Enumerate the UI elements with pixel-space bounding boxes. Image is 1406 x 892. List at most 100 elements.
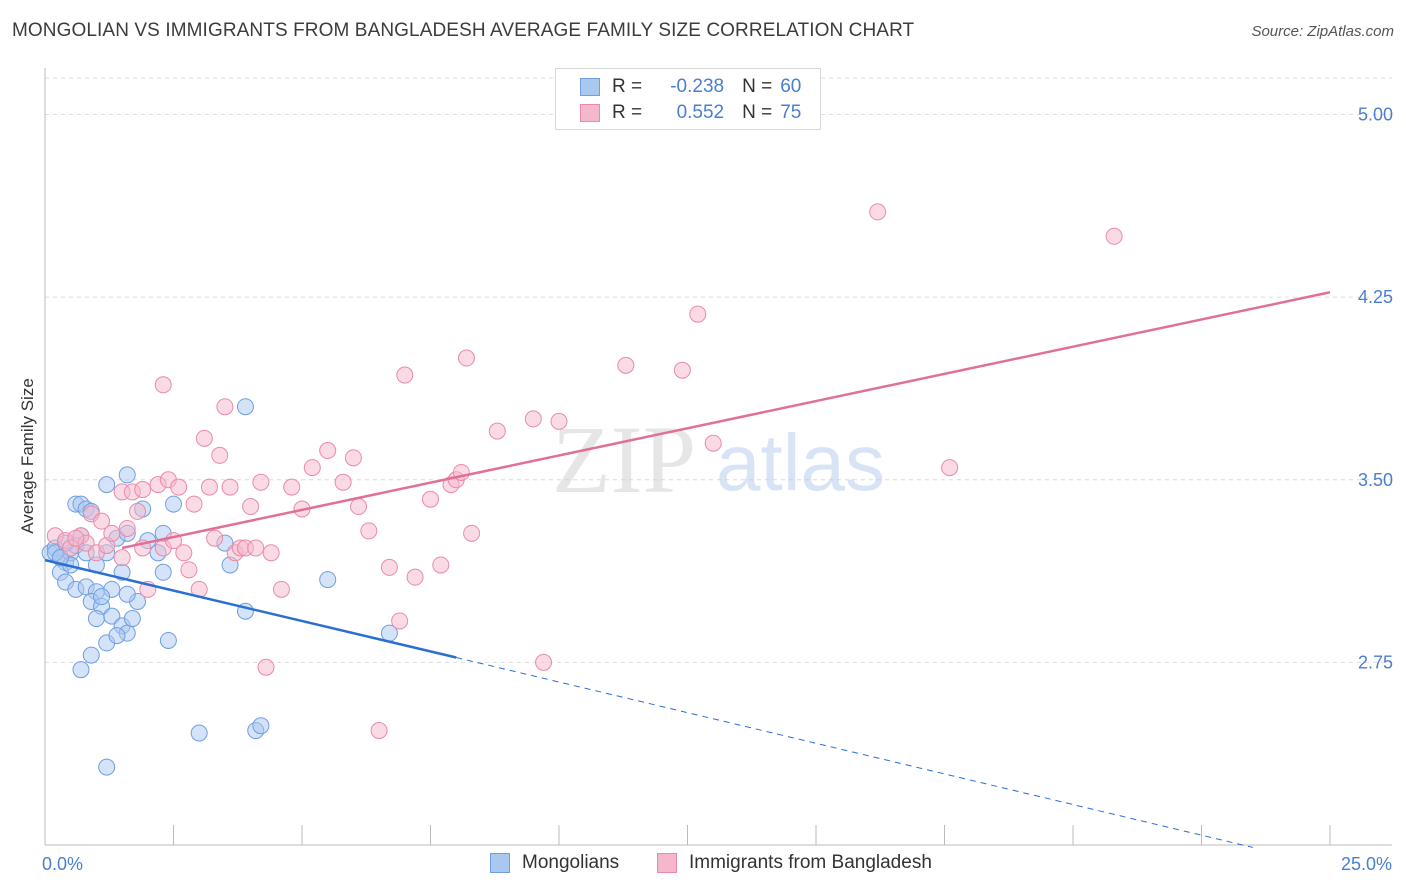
r-value: 0.552 (676, 102, 725, 123)
bangladesh-point (391, 612, 409, 630)
bangladesh-point (170, 478, 188, 496)
bangladesh-point (216, 398, 234, 416)
bangladesh-point (432, 556, 450, 574)
bangladesh-point (535, 653, 553, 671)
tick-labels: 2.75 3.50 4.25 5.00 0.0% 25.0% (42, 105, 1393, 874)
mongolian-point (236, 398, 254, 416)
bangladesh-point (272, 580, 290, 598)
bangladesh-point (257, 658, 275, 676)
n-label: N = (742, 76, 773, 97)
mongolian-point (98, 758, 116, 776)
bangladesh-point (242, 498, 260, 516)
mongolian-point (154, 563, 172, 581)
n-value: 75 (780, 102, 802, 123)
n-value: 60 (780, 76, 802, 97)
stats-legend: R = -0.238 N = 60 R = 0.552 N = 75 (555, 68, 821, 130)
bangladesh-point (463, 524, 481, 542)
bangladesh-point (1105, 227, 1123, 245)
bangladesh-point (185, 495, 203, 513)
bangladesh-point (380, 558, 398, 576)
bangladesh-swatch (580, 104, 600, 122)
y-tick-label: 2.75 (1358, 652, 1393, 672)
bangladesh-point (941, 459, 959, 477)
bangladesh-point (206, 529, 224, 547)
bangladesh-point (118, 519, 136, 537)
bangladesh-point (704, 434, 722, 452)
bangladesh-point (303, 459, 321, 477)
bangladesh-point (283, 478, 301, 496)
mongolian-point (93, 588, 111, 606)
mongolian-trend-line (44, 558, 457, 659)
bangladesh-legend-swatch (657, 853, 677, 873)
mongolian-point (252, 717, 270, 735)
bangladesh-point (869, 203, 887, 221)
mongolians-swatch (580, 78, 600, 96)
mongolian-point (98, 476, 116, 494)
legend-item-bangladesh[interactable]: Immigrants from Bangladesh (657, 852, 932, 874)
mongolians-legend-swatch (490, 853, 510, 873)
bangladesh-point (113, 549, 131, 567)
bangladesh-point (370, 722, 388, 740)
bangladesh-point (457, 349, 475, 367)
y-tick-label: 4.25 (1358, 287, 1393, 307)
bangladesh-point (360, 522, 378, 540)
series-legend: Mongolians Immigrants from Bangladesh (0, 852, 1406, 878)
bangladesh-point (524, 410, 542, 428)
mongolian-point (118, 466, 136, 484)
bangladesh-point (689, 305, 707, 323)
axes (44, 68, 1392, 846)
stats-row-mongolians: R = -0.238 N = 60 (580, 74, 801, 100)
mongolian-point (123, 610, 141, 628)
bangladesh-point (673, 361, 691, 379)
bangladesh-point (154, 376, 172, 394)
mongolian-point (82, 646, 100, 664)
bangladesh-point (93, 512, 111, 530)
bangladesh-point (488, 422, 506, 440)
data-points (41, 203, 1123, 776)
bangladesh-point (67, 529, 85, 547)
bangladesh-point (211, 446, 229, 464)
bangladesh-point (262, 544, 280, 562)
bangladesh-point (252, 473, 270, 491)
stats-row-bangladesh: R = 0.552 N = 75 (580, 100, 801, 126)
watermark: ZIP atlas (552, 406, 885, 513)
bangladesh-point (103, 524, 121, 542)
legend-item-mongolians[interactable]: Mongolians (490, 852, 619, 874)
bangladesh-point (334, 473, 352, 491)
watermark-atlas: atlas (716, 418, 885, 507)
r-label: R = (612, 102, 643, 123)
mongolian-point (159, 631, 177, 649)
mongolian-point (319, 571, 337, 589)
mongolian-point (108, 627, 126, 645)
chart-source: Source: ZipAtlas.com (1251, 23, 1394, 40)
x-tick-label-start: 0.0% (42, 854, 83, 874)
mongolian-point (118, 585, 136, 603)
trend-lines (44, 291, 1331, 848)
bangladesh-point (350, 498, 368, 516)
bangladesh-point (396, 366, 414, 384)
legend-label: Immigrants from Bangladesh (689, 852, 932, 873)
chart-title: MONGOLIAN VS IMMIGRANTS FROM BANGLADESH … (12, 20, 915, 41)
mongolian-point (72, 661, 90, 679)
mongolian-trend-extension (456, 657, 1254, 848)
bangladesh-trend-line (121, 291, 1331, 550)
bangladesh-point (195, 429, 213, 447)
bangladesh-point (200, 478, 218, 496)
n-label: N = (742, 102, 773, 123)
y-tick-label: 3.50 (1358, 470, 1393, 490)
gridlines (45, 77, 1392, 663)
bangladesh-point (617, 356, 635, 374)
bangladesh-point (406, 568, 424, 586)
bangladesh-point (550, 412, 568, 430)
bangladesh-point (134, 481, 152, 499)
mongolian-point (103, 607, 121, 625)
bangladesh-point (319, 442, 337, 460)
bangladesh-point (422, 490, 439, 508)
bangladesh-point (129, 502, 147, 520)
mongolian-point (87, 610, 105, 628)
bangladesh-point (247, 539, 265, 557)
x-tick-label-end: 25.0% (1341, 854, 1392, 874)
r-value: -0.238 (670, 76, 725, 97)
mongolian-point (190, 724, 208, 742)
